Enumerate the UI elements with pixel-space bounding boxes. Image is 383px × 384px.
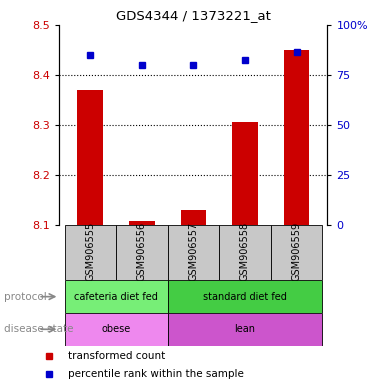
Bar: [129, 221, 155, 225]
Text: GSM906558: GSM906558: [240, 222, 250, 281]
Text: obese: obese: [101, 324, 131, 334]
Bar: [271, 225, 322, 280]
Text: percentile rank within the sample: percentile rank within the sample: [68, 369, 244, 379]
Bar: [168, 225, 219, 280]
Text: standard diet fed: standard diet fed: [203, 291, 287, 302]
Text: protocol: protocol: [4, 291, 47, 302]
Text: GSM906557: GSM906557: [188, 222, 198, 281]
Bar: [168, 313, 322, 346]
Bar: [168, 280, 322, 313]
Bar: [116, 225, 168, 280]
Text: GSM906555: GSM906555: [85, 222, 95, 281]
Bar: [219, 225, 271, 280]
Text: cafeteria diet fed: cafeteria diet fed: [74, 291, 158, 302]
Title: GDS4344 / 1373221_at: GDS4344 / 1373221_at: [116, 9, 271, 22]
Bar: [180, 210, 206, 225]
Bar: [284, 50, 309, 225]
Text: disease state: disease state: [4, 324, 73, 334]
Bar: [64, 225, 116, 280]
Bar: [77, 90, 103, 225]
Bar: [232, 122, 258, 225]
Bar: [64, 313, 168, 346]
Text: GSM906559: GSM906559: [291, 222, 301, 281]
Text: lean: lean: [234, 324, 255, 334]
Text: GSM906556: GSM906556: [137, 222, 147, 281]
Bar: [64, 280, 168, 313]
Text: transformed count: transformed count: [68, 351, 165, 361]
